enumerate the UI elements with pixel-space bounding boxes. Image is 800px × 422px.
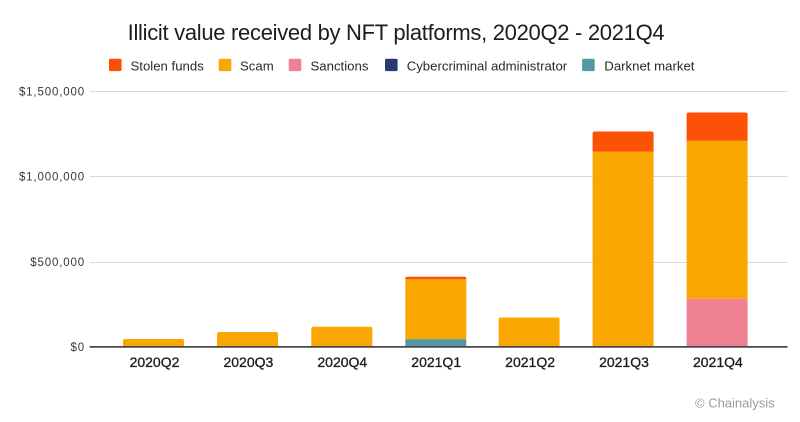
svg-text:$1,000,000: $1,000,000 xyxy=(19,171,85,183)
svg-text:Stolen funds: Stolen funds xyxy=(131,58,205,73)
svg-text:Scam: Scam xyxy=(240,58,274,73)
svg-text:$500,000: $500,000 xyxy=(30,257,85,269)
svg-text:2020Q4: 2020Q4 xyxy=(317,354,367,370)
svg-text:2021Q3: 2021Q3 xyxy=(599,354,649,370)
svg-text:2021Q4: 2021Q4 xyxy=(693,354,743,370)
svg-text:2020Q2: 2020Q2 xyxy=(130,354,180,370)
svg-text:2021Q1: 2021Q1 xyxy=(411,354,461,370)
svg-text:$0: $0 xyxy=(71,342,86,354)
svg-text:Cybercriminal administrator: Cybercriminal administrator xyxy=(407,58,568,73)
svg-text:Sanctions: Sanctions xyxy=(311,58,369,73)
svg-text:$1,500,000: $1,500,000 xyxy=(19,86,85,98)
svg-text:© Chainalysis: © Chainalysis xyxy=(695,396,775,411)
svg-text:2020Q3: 2020Q3 xyxy=(223,354,273,370)
svg-text:2021Q2: 2021Q2 xyxy=(505,354,555,370)
svg-text:Darknet market: Darknet market xyxy=(604,58,694,73)
svg-text:Illicit value received by NFT: Illicit value received by NFT platforms,… xyxy=(128,20,665,45)
